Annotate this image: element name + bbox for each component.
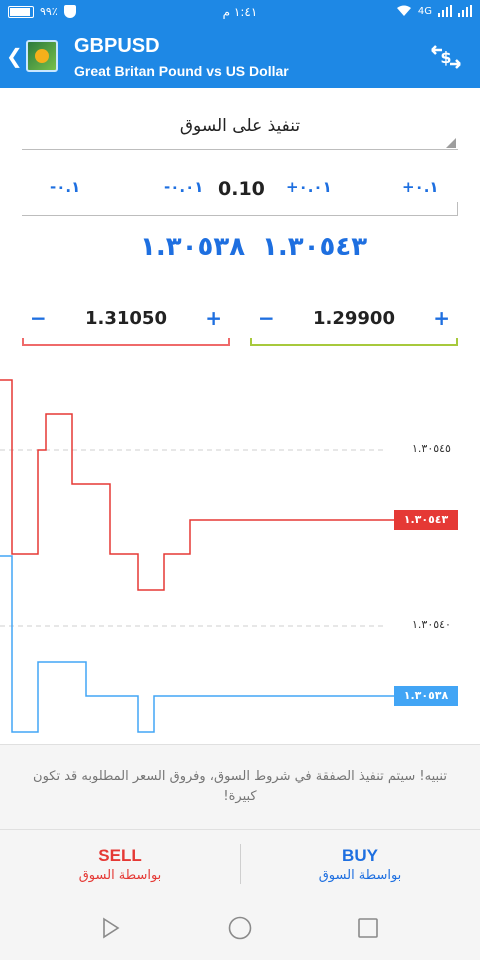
take-profit-minus-button[interactable]: − — [258, 306, 275, 330]
bid-price: ١.٣٠٥٣٨ — [140, 232, 246, 262]
take-profit-plus-button[interactable]: + — [433, 306, 450, 330]
take-profit-tick-left — [250, 338, 252, 346]
buy-sublabel: بواسطة السوق — [318, 868, 402, 883]
stop-loss-input[interactable]: 1.31050 — [85, 308, 167, 329]
back-triangle-icon[interactable] — [98, 916, 122, 940]
tick-chart: ١.٣٠٥٤٥ ١.٣٠٥٤٠ ١.٣٠٥٤٣ ١.٣٠٥٣٨ — [0, 368, 480, 744]
stop-loss-plus-button[interactable]: + — [205, 306, 222, 330]
signal-icon — [438, 5, 452, 17]
chevron-left-icon[interactable]: ❮ — [6, 44, 23, 68]
recents-square-icon[interactable] — [356, 916, 380, 940]
shield-icon — [63, 5, 76, 18]
status-bar: ٩٩٪ ١:٤١ م 4G — [0, 0, 480, 26]
network-type: 4G — [417, 5, 432, 17]
status-clock: ١:٤١ م — [222, 5, 258, 19]
stop-loss-underline — [22, 344, 230, 346]
svg-text:$: $ — [440, 48, 451, 67]
home-circle-icon[interactable] — [228, 916, 252, 940]
system-nav-bar — [0, 896, 480, 960]
stop-loss-tick-right — [228, 338, 230, 346]
take-profit-underline — [250, 344, 458, 346]
volume-minus-small-button[interactable]: -٠.٠١ — [164, 178, 204, 196]
volume-minus-large-button[interactable]: -٠.١ — [50, 178, 81, 196]
volume-stepper: -٠.١ -٠.٠١ 0.10 +٠.٠١ +٠.١ — [22, 172, 458, 216]
wifi-icon — [396, 5, 411, 16]
ask-price: ١.٣٠٥٤٣ — [262, 232, 368, 262]
order-actions: SELL بواسطة السوق BUY بواسطة السوق — [0, 830, 480, 896]
volume-plus-large-button[interactable]: +٠.١ — [402, 178, 439, 196]
currency-exchange-icon[interactable]: $ — [428, 42, 464, 72]
app-header: ❮ GBPUSD Great Britan Pound vs US Dollar… — [0, 26, 480, 88]
status-right: 4G — [396, 5, 472, 17]
buy-label: BUY — [342, 846, 378, 865]
status-left: ٩٩٪ — [8, 5, 76, 18]
chart-level-lower: ١.٣٠٥٤٠ — [412, 618, 451, 631]
volume-value[interactable]: 0.10 — [218, 178, 265, 200]
bid-line — [0, 555, 395, 733]
sell-sublabel: بواسطة السوق — [78, 868, 162, 883]
volume-plus-small-button[interactable]: +٠.٠١ — [286, 178, 332, 196]
order-type-label: تنفيذ على السوق — [179, 116, 301, 136]
order-type-underline — [22, 149, 458, 150]
warning-text: تنبيه! سيتم تنفيذ الصفقة في شروط السوق، … — [33, 769, 447, 804]
ask-price-tag: ١.٣٠٥٤٣ — [394, 510, 458, 530]
dropdown-corner-icon — [446, 138, 456, 148]
sell-button[interactable]: SELL بواسطة السوق — [0, 830, 240, 896]
actions-divider — [240, 844, 241, 884]
buy-button[interactable]: BUY بواسطة السوق — [240, 830, 480, 896]
order-type-select[interactable]: تنفيذ على السوق — [22, 110, 458, 150]
tick-chart-svg — [0, 379, 395, 733]
battery-icon — [8, 5, 34, 18]
market-warning: تنبيه! سيتم تنفيذ الصفقة في شروط السوق، … — [0, 744, 480, 830]
symbol-title: GBPUSD — [74, 35, 160, 57]
take-profit-tick-right — [456, 338, 458, 346]
ask-line — [0, 379, 395, 591]
take-profit-stepper: − 1.29900 + — [250, 300, 458, 346]
chart-level-upper: ١.٣٠٥٤٥ — [412, 442, 451, 455]
take-profit-input[interactable]: 1.29900 — [313, 308, 395, 329]
stop-loss-minus-button[interactable]: − — [30, 306, 47, 330]
signal-icon-2 — [458, 5, 472, 17]
app-logo[interactable] — [26, 40, 58, 72]
stop-loss-tick-left — [22, 338, 24, 346]
bid-price-tag: ١.٣٠٥٣٨ — [394, 686, 458, 706]
battery-text: ٩٩٪ — [40, 5, 58, 18]
sell-label: SELL — [98, 846, 142, 865]
stop-loss-stepper: − 1.31050 + — [22, 300, 230, 346]
symbol-description: Great Britan Pound vs US Dollar — [74, 63, 289, 79]
volume-right-tick — [457, 202, 458, 216]
